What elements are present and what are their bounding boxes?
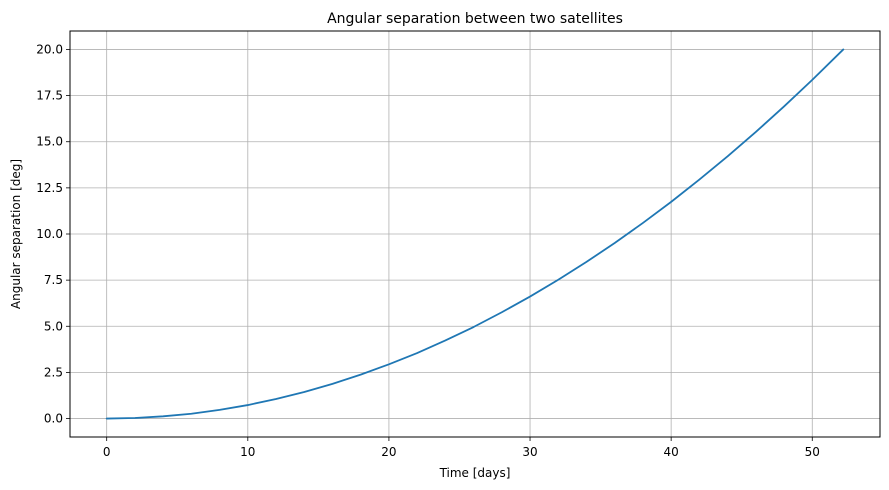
x-tick-label: 30 xyxy=(522,445,537,459)
x-tick-labels: 0 10 20 30 40 50 xyxy=(103,445,820,459)
y-tick-label: 17.5 xyxy=(36,89,63,103)
x-tick-label: 20 xyxy=(381,445,396,459)
x-axis-label: Time [days] xyxy=(439,466,511,480)
x-tick-label: 40 xyxy=(664,445,679,459)
y-tick-label: 2.5 xyxy=(44,365,63,379)
y-tick-label: 12.5 xyxy=(36,181,63,195)
y-tick-label: 10.0 xyxy=(36,227,63,241)
y-tick-label: 7.5 xyxy=(44,273,63,287)
x-tick-label: 0 xyxy=(103,445,111,459)
grid xyxy=(70,31,880,437)
x-tick-label: 50 xyxy=(805,445,820,459)
y-axis-label: Angular separation [deg] xyxy=(9,159,23,309)
y-tick-labels: 0.0 2.5 5.0 7.5 10.0 12.5 15.0 17.5 20.0 xyxy=(36,42,63,425)
x-tick-label: 10 xyxy=(240,445,255,459)
y-tick-label: 5.0 xyxy=(44,319,63,333)
series-line xyxy=(105,48,845,420)
y-tick-label: 15.0 xyxy=(36,135,63,149)
series-layer xyxy=(105,48,845,420)
chart-title: Angular separation between two satellite… xyxy=(327,11,623,27)
tick-marks xyxy=(66,49,813,441)
y-tick-label: 20.0 xyxy=(36,42,63,56)
y-tick-label: 0.0 xyxy=(44,412,63,426)
